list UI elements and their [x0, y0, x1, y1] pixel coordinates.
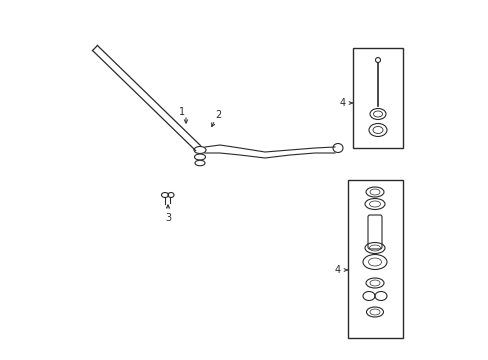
- Text: 4: 4: [334, 265, 340, 275]
- Text: 2: 2: [214, 110, 221, 120]
- Text: 1: 1: [179, 107, 184, 117]
- Bar: [347, 180, 402, 338]
- Bar: [352, 48, 402, 148]
- Text: 3: 3: [164, 213, 171, 223]
- Text: 4: 4: [339, 98, 346, 108]
